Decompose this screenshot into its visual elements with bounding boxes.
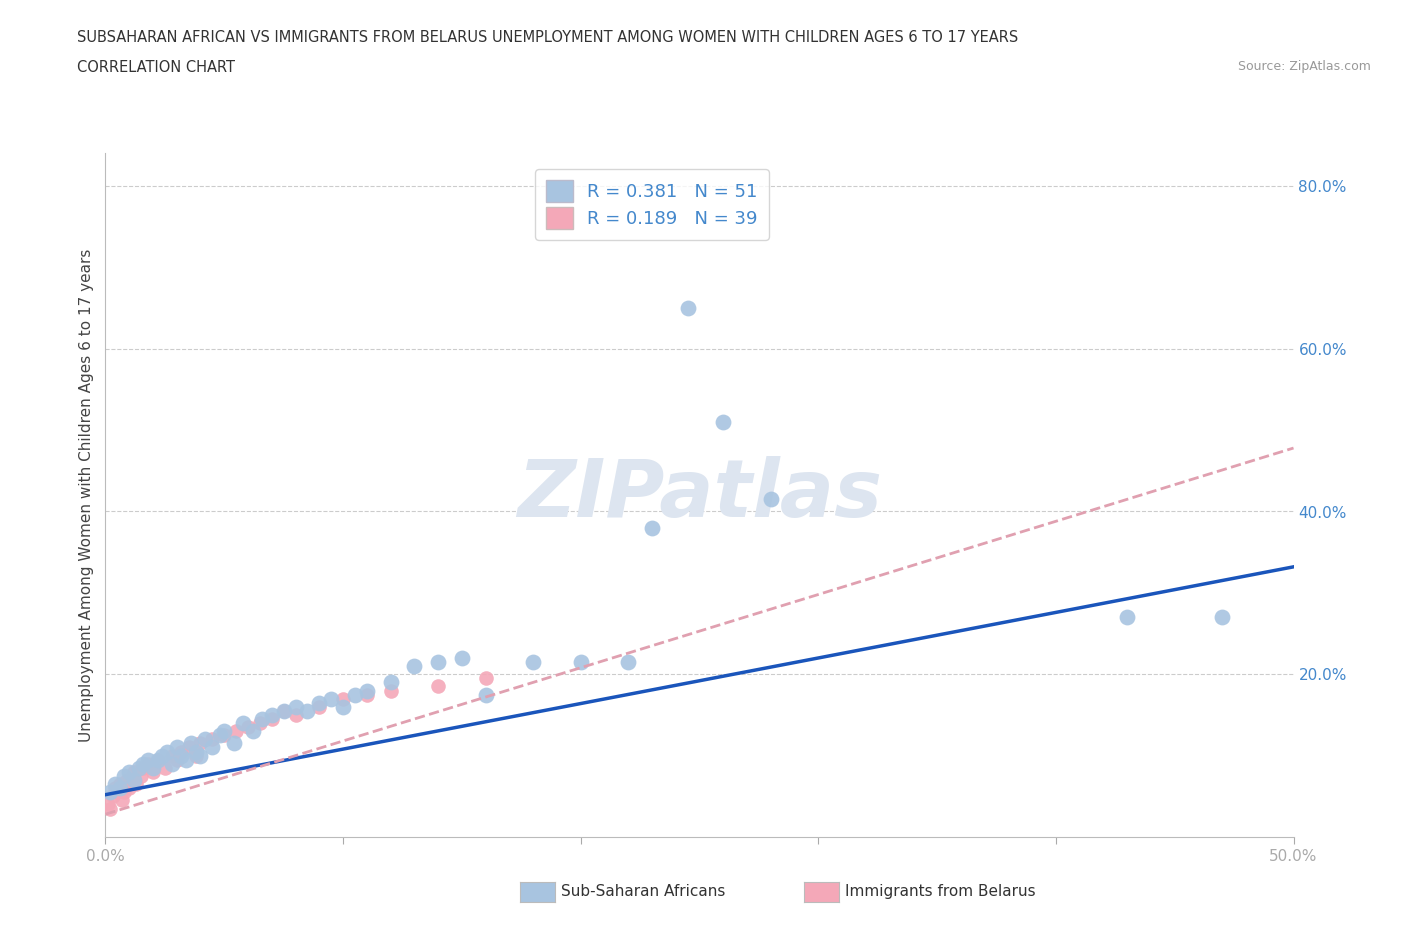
Point (97, 797, 120, 812)
Point (108, 777, 131, 791)
Point (236, 720, 259, 735)
Point (152, 748, 174, 763)
Point (108, 781, 131, 796)
Point (356, 687, 378, 702)
Point (208, 728, 231, 743)
Point (332, 691, 354, 706)
Point (427, 679, 450, 694)
Point (404, 658, 426, 673)
Point (160, 748, 183, 763)
Point (128, 761, 150, 776)
Point (225, 724, 247, 738)
Point (122, 764, 145, 779)
Point (297, 703, 319, 718)
Point (156, 744, 179, 759)
Text: SUBSAHARAN AFRICAN VS IMMIGRANTS FROM BELARUS UNEMPLOYMENT AMONG WOMEN WITH CHIL: SUBSAHARAN AFRICAN VS IMMIGRANTS FROM BE… (77, 30, 1018, 45)
Point (1116, 610, 1139, 625)
Point (146, 752, 169, 767)
Point (104, 781, 127, 796)
Text: Sub-Saharan Africans: Sub-Saharan Africans (561, 884, 725, 899)
Point (132, 756, 155, 771)
Text: Source: ZipAtlas.com: Source: ZipAtlas.com (1237, 60, 1371, 73)
Point (711, 415, 734, 430)
Point (332, 699, 354, 714)
Point (201, 732, 224, 747)
Point (136, 756, 159, 771)
Point (222, 736, 245, 751)
Point (118, 764, 141, 779)
Point (569, 655, 592, 670)
Point (101, 789, 124, 804)
Point (190, 736, 212, 751)
Point (105, 785, 128, 800)
Point (321, 691, 343, 706)
Point (308, 699, 330, 714)
Point (343, 687, 366, 702)
Point (136, 752, 159, 767)
Point (170, 748, 193, 763)
Point (380, 684, 402, 698)
Point (474, 671, 496, 685)
Point (214, 724, 236, 738)
Point (676, 300, 699, 315)
Point (522, 655, 544, 670)
Point (641, 521, 664, 536)
Point (121, 773, 143, 788)
Point (132, 761, 155, 776)
Point (129, 768, 152, 783)
Text: ZIPatlas: ZIPatlas (517, 457, 882, 534)
Point (184, 748, 207, 763)
Point (98, 785, 121, 800)
Point (111, 793, 134, 808)
Point (177, 740, 200, 755)
Point (214, 728, 236, 743)
Point (284, 699, 307, 714)
Point (166, 752, 188, 767)
Point (174, 752, 197, 767)
Point (427, 655, 450, 670)
Point (260, 708, 283, 723)
Point (118, 781, 141, 796)
Point (146, 752, 169, 767)
Point (273, 703, 295, 718)
Point (260, 711, 283, 726)
Point (356, 684, 378, 698)
Point (380, 675, 402, 690)
Point (617, 655, 640, 670)
Point (160, 756, 183, 771)
Point (104, 777, 127, 791)
Point (153, 761, 176, 776)
Point (1211, 610, 1233, 625)
Point (98, 801, 121, 816)
Point (125, 777, 148, 791)
Point (308, 696, 330, 711)
Point (284, 708, 307, 723)
Point (190, 748, 212, 763)
Point (201, 740, 224, 755)
Point (252, 711, 274, 726)
Point (142, 764, 165, 779)
Point (166, 740, 188, 755)
Legend: R = 0.381   N = 51, R = 0.189   N = 39: R = 0.381 N = 51, R = 0.189 N = 39 (536, 169, 769, 240)
Point (114, 785, 136, 800)
Point (232, 716, 254, 731)
Point (180, 736, 202, 751)
Text: Immigrants from Belarus: Immigrants from Belarus (845, 884, 1036, 899)
Point (242, 724, 264, 738)
Point (474, 687, 496, 702)
Point (249, 716, 271, 731)
Point (122, 773, 145, 788)
Point (184, 744, 207, 759)
Point (114, 768, 136, 783)
Point (450, 651, 472, 666)
Point (170, 744, 193, 759)
Point (194, 732, 217, 747)
Y-axis label: Unemployment Among Women with Children Ages 6 to 17 years: Unemployment Among Women with Children A… (79, 248, 94, 742)
Point (142, 761, 165, 776)
Point (115, 773, 138, 788)
Point (759, 492, 782, 507)
Text: CORRELATION CHART: CORRELATION CHART (77, 60, 235, 75)
Point (273, 703, 295, 718)
